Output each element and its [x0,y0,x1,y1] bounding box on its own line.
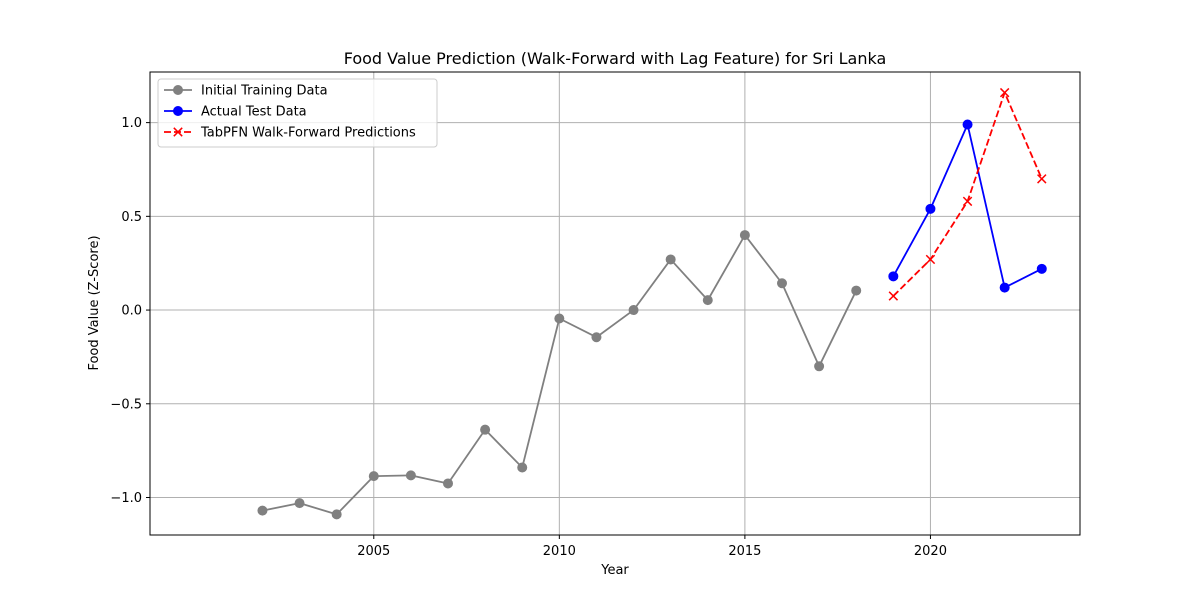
data-point [628,305,639,316]
marker-stroke [999,87,1010,98]
data-point [962,196,973,207]
y-tick-label: 1.0 [121,116,142,131]
data-point [294,498,305,509]
series-line [892,123,1043,289]
x-tick-label: 2010 [543,544,576,559]
data-point [1037,174,1047,184]
y-tick-label: 0.5 [121,210,142,225]
y-axis-label: Food Value (Z-Score) [87,235,102,370]
data-point [591,332,602,343]
data-point [999,87,1010,98]
x-tick-label: 2005 [357,544,390,559]
data-point [925,254,936,265]
plot-frame [149,71,1081,536]
data-point [702,295,713,306]
marker-stroke [173,127,183,137]
legend-label: Initial Training Data [201,84,328,99]
data-point [1036,263,1047,274]
data-point [368,471,379,482]
data-point [480,424,491,435]
data-point [331,509,342,520]
legend-label: TabPFN Walk-Forward Predictions [200,126,416,141]
marker-stroke [925,254,936,265]
marker-stroke [888,291,899,301]
data-point [962,119,973,130]
y-tick-label: 0.0 [121,304,142,319]
legend-entry: Initial Training Data [164,84,328,99]
data-point [257,505,268,516]
series-2 [888,87,1047,301]
legend-entry: TabPFN Walk-Forward Predictions [164,126,416,141]
legend-marker [173,85,183,95]
data-point [517,462,528,473]
data-point [888,271,899,282]
marker-stroke [1037,174,1047,184]
legend-box [157,78,438,148]
data-point [665,254,676,265]
grid-layer [150,72,1080,535]
legend-marker [173,106,183,116]
data-point [814,361,825,372]
data-point [888,291,899,301]
legend-entry: Actual Test Data [164,105,307,120]
legend-marker [173,127,183,137]
chart-title: Food Value Prediction (Walk-Forward with… [344,49,887,68]
y-tick-label: −0.5 [110,397,142,412]
series-0 [257,230,862,520]
x-tick-label: 2015 [728,544,761,559]
series-layer [257,87,1047,520]
x-axis-label: Year [600,563,629,578]
data-point [554,313,565,324]
data-point [925,203,936,214]
marker-stroke [962,196,973,207]
y-tick-label: −1.0 [110,491,142,506]
data-point [776,278,787,289]
series-1 [888,119,1047,293]
data-point [999,282,1010,293]
legend: Initial Training Data Actual Test Data Tab… [157,78,438,148]
data-point [443,478,454,489]
tick-layer: 2005 2010 2015 2020 −1.0 −0.5 0.0 0.5 1.0 [110,116,947,559]
data-point [851,285,862,296]
data-point [405,470,416,481]
data-point [739,230,750,241]
legend-label: Actual Test Data [201,105,307,120]
x-tick-label: 2020 [914,544,947,559]
